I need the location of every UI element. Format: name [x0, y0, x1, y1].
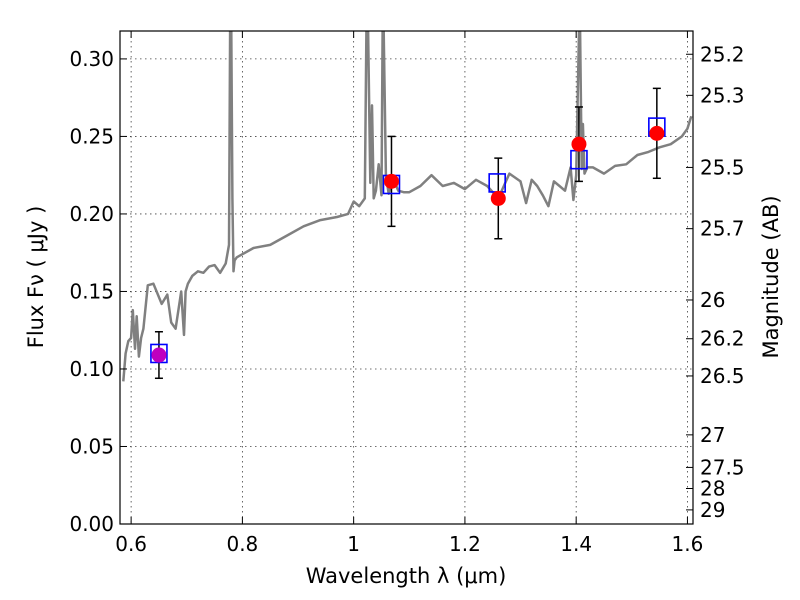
mag-tick-label: 29: [700, 498, 725, 522]
mag-tick-label: 27: [700, 423, 725, 447]
x-tick-label: 1.2: [449, 532, 481, 556]
observed-flux-point: [571, 136, 587, 152]
x-tick-label: 1: [347, 532, 360, 556]
mag-tick-label: 25.2: [700, 42, 745, 66]
y-tick-label: 0.25: [69, 124, 114, 148]
x-tick-label: 0.8: [226, 532, 258, 556]
mag-tick-label: 27.5: [700, 455, 745, 479]
x-tick-label: 1.4: [560, 532, 592, 556]
mag-tick-label: 28: [700, 476, 725, 500]
y-tick-label: 0.20: [69, 202, 114, 226]
y-axis-label: Flux Fν ( μJy ): [24, 206, 48, 349]
x-axis-label: Wavelength λ (μm): [306, 564, 507, 588]
spectrum-line: [122, 31, 693, 382]
grid-lines: [120, 31, 693, 525]
axis-ticks: 0.6 0.8 1 1.2 1.4 1.6 0.00 0.05 0.10 0.15 0.20 0.25…: [69, 31, 745, 556]
y-tick-label: 0.10: [69, 357, 114, 381]
y-tick-label: 0.15: [69, 279, 114, 303]
data-points-layer: [150, 87, 666, 380]
observed-flux-point: [383, 173, 399, 189]
y-tick-label: 0.05: [69, 434, 114, 458]
x-tick-label: 1.6: [672, 532, 704, 556]
mag-tick-label: 25.3: [700, 83, 745, 107]
spectrum-layer: [122, 31, 693, 382]
observed-flux-point: [490, 190, 506, 206]
y-tick-label: 0.00: [69, 512, 114, 536]
mag-tick-label: 25.5: [700, 155, 745, 179]
x-tick-label: 0.6: [115, 532, 147, 556]
observed-flux-point: [649, 125, 665, 141]
plot-frame: [119, 30, 694, 525]
mag-tick-label: 26.2: [700, 327, 745, 351]
mag-tick-label: 26: [700, 288, 725, 312]
y2-axis-label: Magnitude (AB): [759, 195, 783, 358]
mag-tick-label: 25.7: [700, 217, 745, 241]
y-tick-label: 0.30: [69, 47, 114, 71]
mag-tick-label: 26.5: [700, 364, 745, 388]
observed-flux-point: [151, 347, 167, 363]
